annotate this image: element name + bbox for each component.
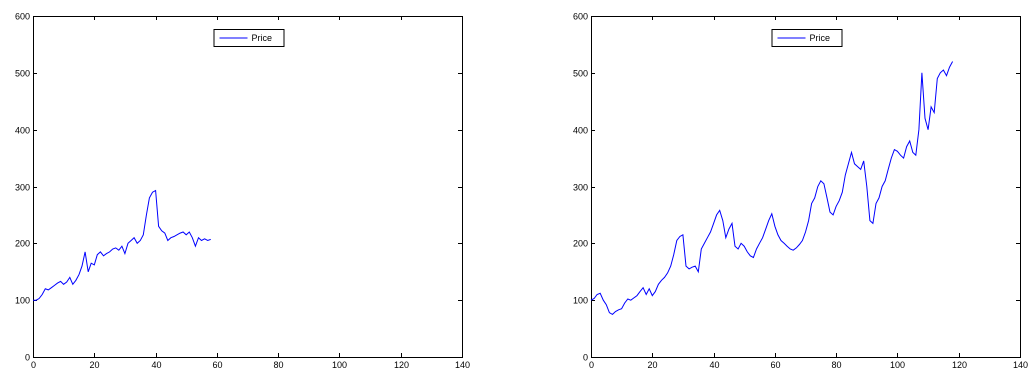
y-tick-label: 600: [573, 12, 588, 22]
x-tick-label: 60: [770, 360, 780, 370]
axes-box: [591, 16, 1021, 358]
series-line-price: [33, 189, 211, 301]
x-tick-label: 120: [952, 360, 967, 370]
chart-right: 0 20 40 60 80 100 120 140 0 100 200 300 400 500 600 Pri…: [573, 12, 1028, 371]
y-tick-label: 500: [573, 69, 588, 79]
y-tick-label: 0: [583, 353, 588, 363]
x-tick-label: 100: [332, 360, 347, 370]
x-tick-label: 140: [1013, 360, 1028, 370]
legend: Price: [213, 29, 285, 47]
y-tick-label: 300: [15, 183, 30, 193]
y-tick-label: 200: [573, 239, 588, 249]
x-tick-label: 60: [212, 360, 222, 370]
legend-label: Price: [252, 33, 273, 43]
legend: Price: [771, 29, 843, 47]
x-tick-label: 80: [273, 360, 283, 370]
y-tick-label: 600: [15, 12, 30, 22]
legend-label: Price: [810, 33, 831, 43]
x-tick-label: 80: [831, 360, 841, 370]
y-tick-label: 0: [25, 353, 30, 363]
y-tick-label: 100: [573, 296, 588, 306]
y-tick-label: 300: [573, 183, 588, 193]
legend-box: [771, 29, 843, 47]
x-tick-label: 20: [89, 360, 99, 370]
y-tick-label: 200: [15, 239, 30, 249]
chart-left: 0 20 40 60 80 100 120 140 0 100 200 300 400 500 600 Pri…: [15, 12, 470, 371]
series-line-price: [590, 61, 954, 316]
x-tick-label: 40: [709, 360, 719, 370]
x-tick-label: 140: [455, 360, 470, 370]
y-tick-label: 400: [573, 126, 588, 136]
x-tick-label: 20: [647, 360, 657, 370]
axes-box: [33, 16, 463, 358]
x-tick-label: 0: [589, 360, 594, 370]
legend-box: [213, 29, 285, 47]
y-tick-label: 100: [15, 296, 30, 306]
x-tick-label: 0: [31, 360, 36, 370]
y-tick-label: 500: [15, 69, 30, 79]
x-tick-label: 100: [890, 360, 905, 370]
x-tick-label: 120: [394, 360, 409, 370]
y-tick-label: 400: [15, 126, 30, 136]
x-tick-label: 40: [151, 360, 161, 370]
